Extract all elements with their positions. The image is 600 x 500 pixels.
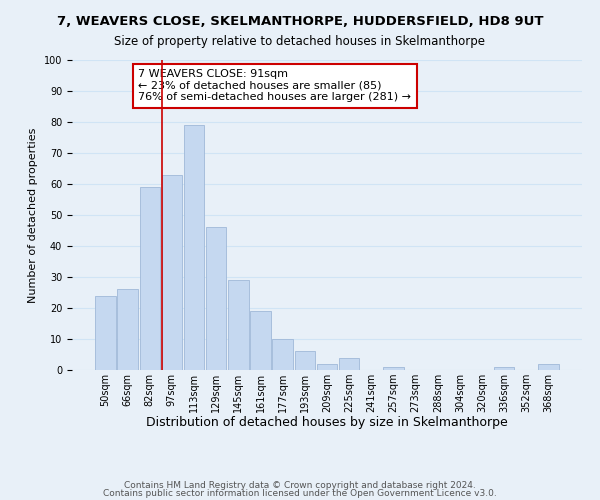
- Text: Size of property relative to detached houses in Skelmanthorpe: Size of property relative to detached ho…: [115, 35, 485, 48]
- Text: 7 WEAVERS CLOSE: 91sqm
← 23% of detached houses are smaller (85)
76% of semi-det: 7 WEAVERS CLOSE: 91sqm ← 23% of detached…: [139, 70, 412, 102]
- Bar: [339, 358, 359, 370]
- Text: 7, WEAVERS CLOSE, SKELMANTHORPE, HUDDERSFIELD, HD8 9UT: 7, WEAVERS CLOSE, SKELMANTHORPE, HUDDERS…: [57, 15, 543, 28]
- Bar: [250, 311, 271, 370]
- Bar: [118, 290, 138, 370]
- Bar: [228, 280, 248, 370]
- Bar: [140, 187, 160, 370]
- Bar: [538, 364, 559, 370]
- Bar: [272, 339, 293, 370]
- X-axis label: Distribution of detached houses by size in Skelmanthorpe: Distribution of detached houses by size …: [146, 416, 508, 430]
- Bar: [494, 367, 514, 370]
- Bar: [184, 125, 204, 370]
- Y-axis label: Number of detached properties: Number of detached properties: [28, 128, 38, 302]
- Bar: [161, 174, 182, 370]
- Bar: [206, 228, 226, 370]
- Bar: [317, 364, 337, 370]
- Bar: [383, 367, 404, 370]
- Text: Contains public sector information licensed under the Open Government Licence v3: Contains public sector information licen…: [103, 489, 497, 498]
- Bar: [95, 296, 116, 370]
- Bar: [295, 352, 315, 370]
- Text: Contains HM Land Registry data © Crown copyright and database right 2024.: Contains HM Land Registry data © Crown c…: [124, 480, 476, 490]
